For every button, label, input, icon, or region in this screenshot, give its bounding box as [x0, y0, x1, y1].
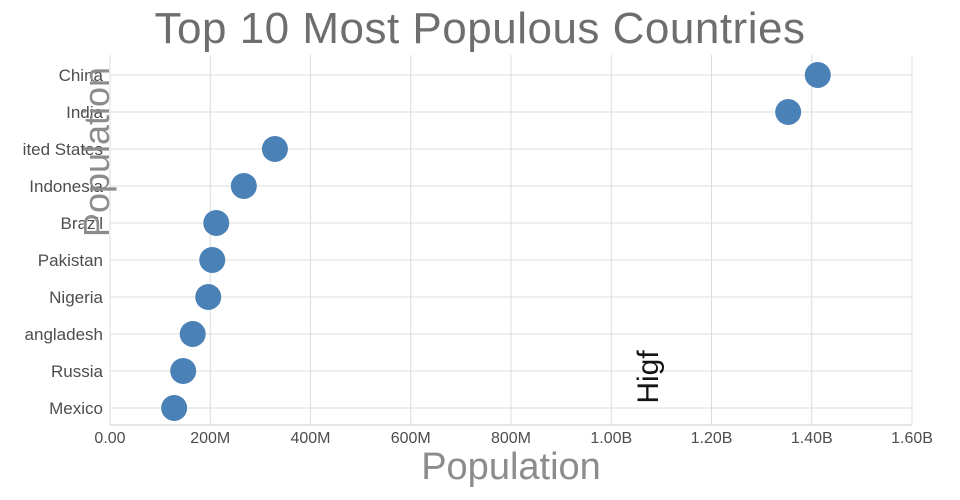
- data-point: [775, 98, 802, 125]
- y-tick-label: Indonesia: [29, 177, 103, 196]
- data-point: [179, 320, 206, 347]
- x-tick-label: 400M: [290, 430, 330, 447]
- x-tick-label: 1.00B: [590, 430, 632, 447]
- data-point: [161, 394, 188, 421]
- x-tick-label: 800M: [491, 430, 531, 447]
- chart-title: Top 10 Most Populous Countries: [154, 4, 806, 53]
- x-tick-label: 200M: [190, 430, 230, 447]
- data-point: [199, 246, 226, 273]
- data-point: [230, 172, 257, 199]
- x-tick-label: 1.20B: [691, 430, 733, 447]
- x-tick-label: 1.40B: [791, 430, 833, 447]
- x-tick-label: 0.00: [94, 430, 125, 447]
- y-tick-label: Pakistan: [38, 251, 103, 270]
- y-tick-label: China: [59, 66, 104, 85]
- data-point: [261, 135, 288, 162]
- y-axis-title: Population: [76, 66, 117, 238]
- y-tick-label: Mexico: [49, 399, 103, 418]
- y-tick-label: India: [66, 103, 103, 122]
- data-point: [804, 61, 831, 88]
- y-tick-label: angladesh: [25, 325, 103, 344]
- x-tick-label: 1.60B: [891, 430, 933, 447]
- data-point: [203, 209, 230, 236]
- y-tick-label: Nigeria: [49, 288, 103, 307]
- y-tick-label: Russia: [51, 362, 104, 381]
- annotation-higf: Higf: [631, 350, 665, 404]
- y-tick-label: Brazil: [60, 214, 103, 233]
- data-point: [195, 283, 222, 310]
- data-point: [170, 357, 197, 384]
- y-tick-label: ited States: [23, 140, 103, 159]
- x-tick-label: 600M: [391, 430, 431, 447]
- x-axis-title: Population: [421, 446, 601, 488]
